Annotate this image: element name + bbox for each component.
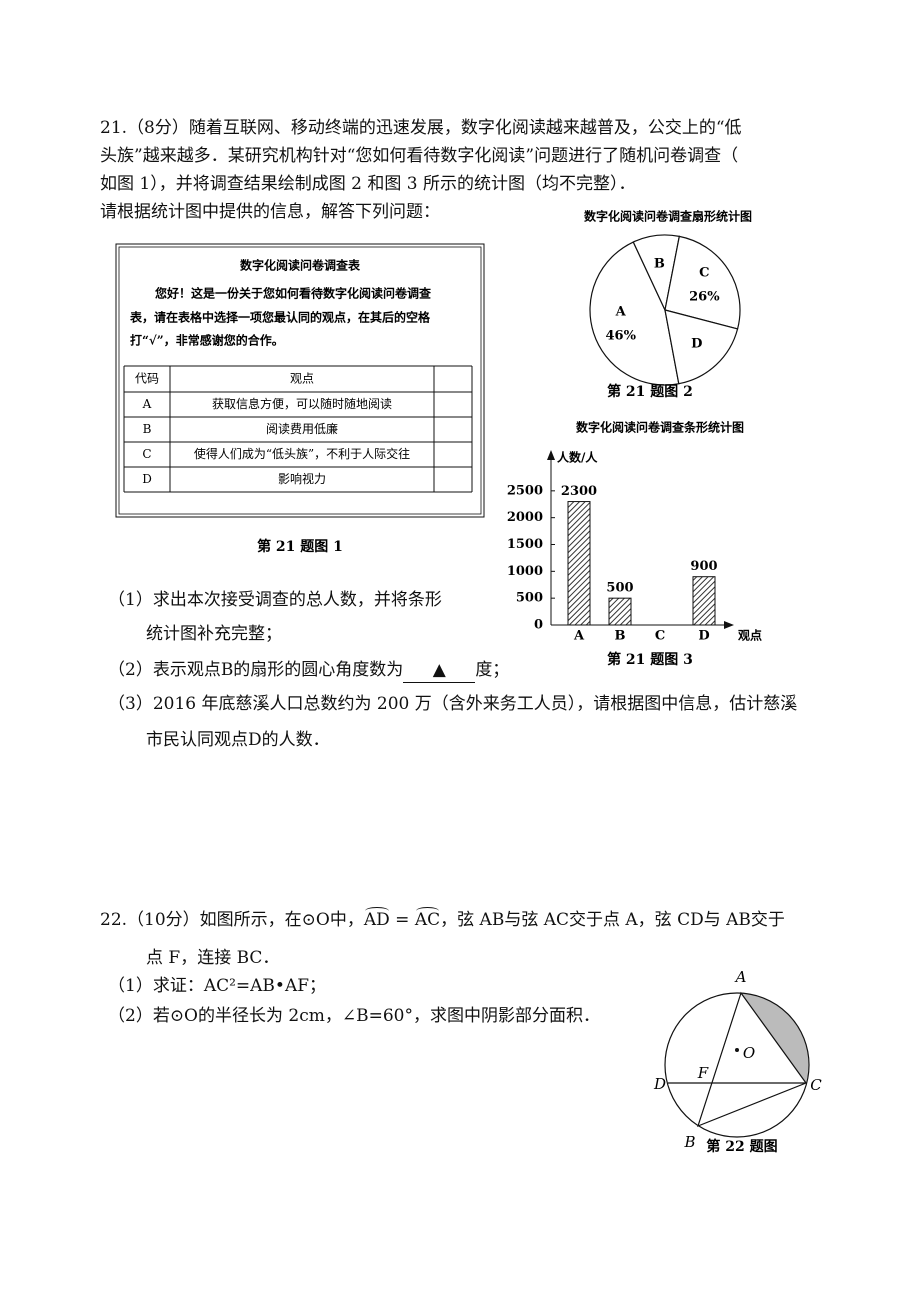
point-label: A <box>734 968 747 986</box>
table-code: D <box>142 472 152 486</box>
bar <box>692 576 716 626</box>
q22-part: （2）若⊙O的半径长为 2cm，∠B=60°，求图中阴影部分面积． <box>108 1006 600 1026</box>
arc-text: AC <box>414 907 441 930</box>
question-line: 请根据统计图中提供的信息，解答下列问题： <box>100 202 440 222</box>
center-dot <box>735 1048 739 1052</box>
slice-label: 46% <box>605 329 636 344</box>
caption: 第 21 题图 3 <box>607 651 693 668</box>
text: （2）表示观点B的扇形的圆心角度数为 <box>108 660 404 680</box>
text: 度； <box>475 660 510 680</box>
pie-slice <box>664 235 741 330</box>
intro-line: 表，请在表格中选择一项您最认同的观点，在其后的空格 <box>129 310 431 325</box>
x-tick-label: B <box>615 629 626 644</box>
table-code: B <box>143 422 152 436</box>
point-label: B <box>683 1133 695 1151</box>
question-line: 如图 1），并将调查结果绘制成图 2 和图 3 所示的统计图（均不完整）． <box>100 174 636 194</box>
bar-label: 500 <box>606 581 633 596</box>
axis-arrow <box>724 621 734 629</box>
q21-part: （3）2016 年底慈溪人口总数约为 200 万（含外来务工人员），请根据图中信… <box>108 694 798 714</box>
point-label: D <box>653 1075 666 1093</box>
slice-name: A <box>615 305 627 320</box>
table-header: 代码 <box>135 372 159 386</box>
slice-label: 26% <box>689 290 720 305</box>
bar <box>608 597 632 626</box>
x-tick-label: D <box>698 629 709 644</box>
chart-title: 数字化阅读问卷调查条形统计图 <box>576 420 744 435</box>
bar <box>567 501 591 626</box>
circle-figure <box>664 991 810 1138</box>
text: ，弦 AB与弦 AC交于点 A，弦 CD与 AB交于 <box>440 910 785 930</box>
bar-label: 900 <box>690 559 717 574</box>
x-tick-label: A <box>573 629 585 644</box>
y-tick-label: 1500 <box>507 537 543 552</box>
chords <box>668 991 807 1128</box>
table-cell: 使得人们成为“低头族”，不利于人际交往 <box>194 446 410 461</box>
table-code: C <box>142 447 151 461</box>
q21-part: 市民认同观点D的人数． <box>146 730 330 750</box>
caption: 第 21 题图 2 <box>607 383 693 400</box>
table-header: 观点 <box>290 372 314 386</box>
q21-part: （1）求出本次接受调查的总人数，并将条形 <box>108 590 442 610</box>
table-cell: 影响视力 <box>278 471 326 486</box>
intro-line: 您好！这是一份关于您如何看待数字化阅读问卷调查 <box>155 286 432 301</box>
y-tick-label: 0 <box>534 618 543 633</box>
table-code: A <box>142 397 152 411</box>
slice-name: C <box>699 266 709 281</box>
question-line: 头族”越来越多．某研究机构针对“您如何看待数字化阅读”问题进行了随机问卷调查（ <box>100 146 739 166</box>
y-tick-label: 2500 <box>507 483 543 498</box>
q21-part: 统计图补充完整； <box>146 624 282 644</box>
point-label: O <box>743 1044 755 1062</box>
q21-part: （2）表示观点B的扇形的圆心角度数为 ▲ 度； <box>108 658 509 683</box>
pie-slice <box>589 241 680 386</box>
table-cell: 获取信息方便，可以随时随地阅读 <box>212 396 392 411</box>
x-tick-label: C <box>655 629 665 644</box>
axis-arrow <box>547 450 555 460</box>
text: 22.（10分）如图所示，在⊙O中， <box>100 910 364 930</box>
intro-line: 打“√”，非常感谢您的合作。 <box>130 333 284 348</box>
figure-box <box>115 243 485 518</box>
figure-box-inner <box>118 246 482 515</box>
y-tick-label: 2000 <box>507 510 543 525</box>
pie-slice <box>664 309 739 385</box>
y-tick-label: 500 <box>516 591 543 606</box>
y-tick-label: 1000 <box>507 564 543 579</box>
bar-label: 2300 <box>561 484 597 499</box>
x-axis-label: 观点 <box>738 628 762 643</box>
point-label: F <box>697 1064 709 1082</box>
q22-line1: 22.（10分）如图所示，在⊙O中，AD = AC，弦 AB与弦 AC交于点 A… <box>100 907 785 932</box>
text: = <box>389 910 415 930</box>
y-axis-label: 人数/人 <box>557 450 598 465</box>
question-line: 21.（8分）随着互联网、移动终端的迅速发展，数字化阅读越来越普及，公交上的“低 <box>100 118 742 138</box>
point-label: C <box>810 1076 822 1094</box>
chart-title: 数字化阅读问卷调查扇形统计图 <box>584 209 752 224</box>
slice-name: D <box>691 337 702 352</box>
q22-part: （1）求证：AC²=AB•AF； <box>108 976 327 996</box>
caption: 第 21 题图 1 <box>257 538 343 555</box>
table-cell: 阅读费用低廉 <box>266 421 338 436</box>
answer-blank: ▲ <box>403 658 476 683</box>
q22-line2: 点 F，连接 BC． <box>146 948 280 968</box>
circle <box>664 992 810 1138</box>
caption: 第 22 题图 <box>706 1138 777 1155</box>
table-title: 数字化阅读问卷调查表 <box>240 258 361 273</box>
arc-text: AD <box>363 907 390 930</box>
slice-name: B <box>654 256 665 271</box>
